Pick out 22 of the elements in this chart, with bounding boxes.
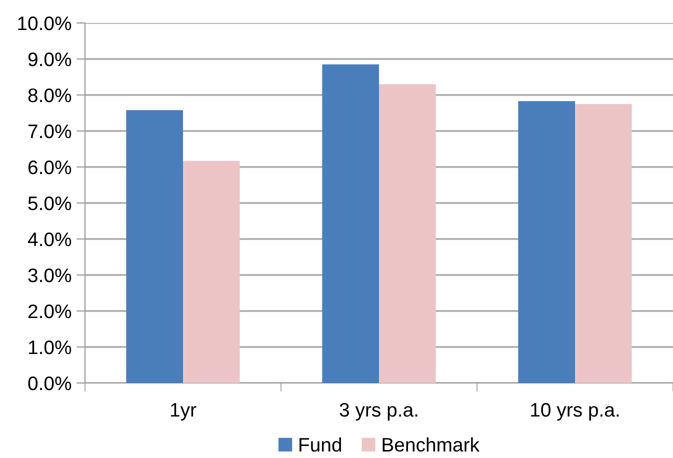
bar: [183, 160, 240, 383]
y-tick-label: 9.0%: [28, 52, 72, 66]
bar: [518, 101, 575, 383]
legend-label: Fund: [300, 437, 342, 452]
y-tick-label: 0.0%: [28, 376, 72, 390]
y-tick-label: 10.0%: [18, 16, 72, 30]
legend-label: Benchmark: [382, 437, 480, 452]
y-tick-label: 6.0%: [28, 160, 72, 174]
y-tick-label: 8.0%: [28, 88, 72, 102]
y-tick-label: 7.0%: [28, 124, 72, 138]
x-tick-label: 10 yrs p.a.: [531, 402, 619, 421]
bar: [379, 84, 436, 383]
bar: [126, 110, 183, 383]
x-tick-label: 3 yrs p.a.: [340, 402, 418, 421]
y-tick-label: 3.0%: [28, 268, 72, 282]
y-tick-label: 1.0%: [28, 340, 72, 354]
y-tick-label: 2.0%: [28, 304, 72, 318]
y-tick-label: 4.0%: [28, 232, 72, 246]
bar: [322, 64, 379, 383]
y-tick-label: 5.0%: [28, 196, 72, 210]
bar: [575, 104, 632, 383]
x-tick-label: 1yr: [170, 403, 196, 421]
